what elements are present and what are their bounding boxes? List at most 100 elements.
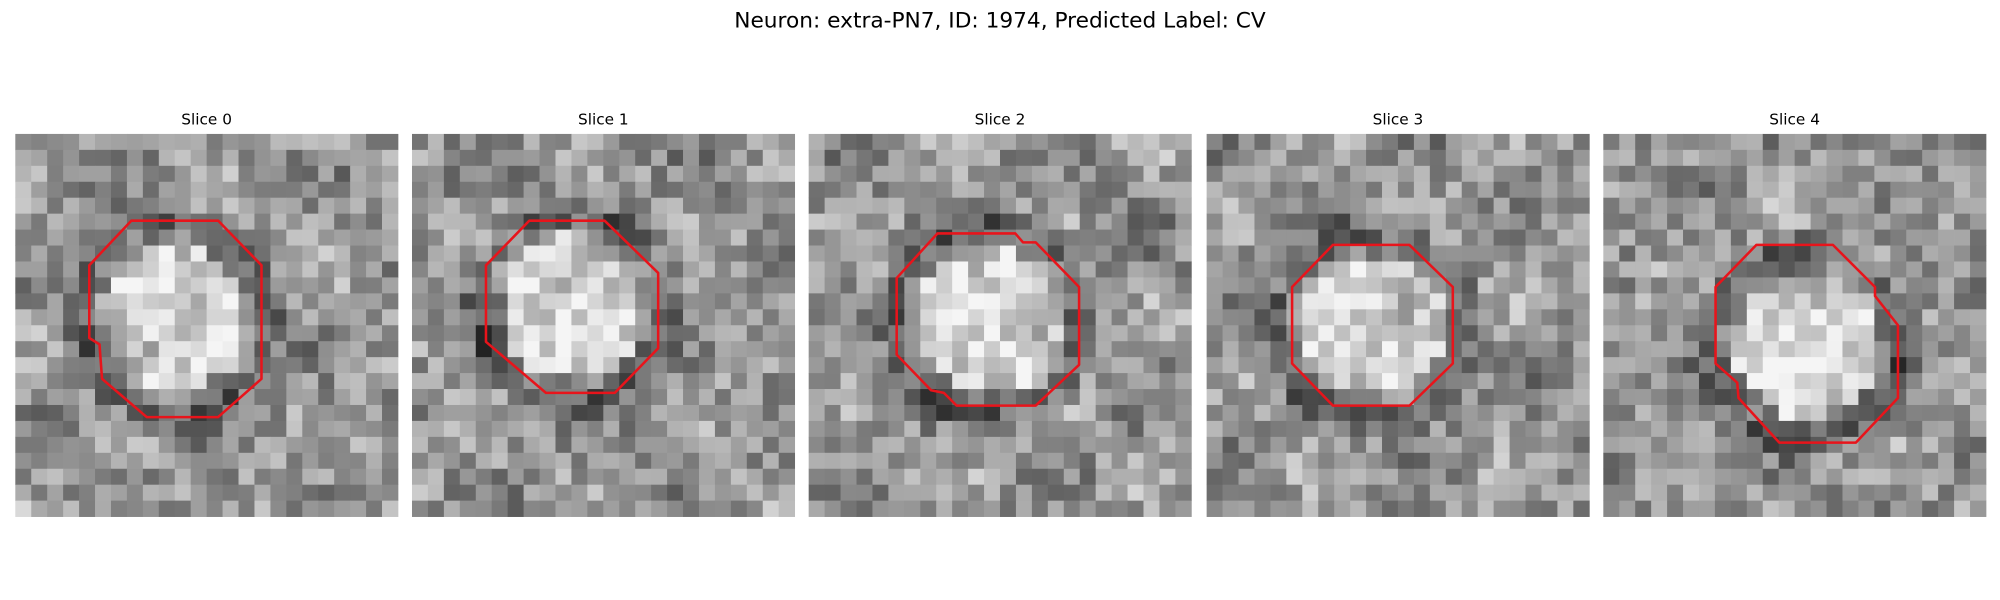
pixel xyxy=(1382,389,1399,406)
pixel xyxy=(683,436,700,454)
pixel xyxy=(571,357,588,374)
pixel xyxy=(350,181,367,199)
pixel xyxy=(15,245,32,262)
pixel xyxy=(683,229,700,246)
pixel xyxy=(1270,245,1287,262)
pixel xyxy=(1031,165,1049,183)
pixel xyxy=(286,357,303,374)
pixel xyxy=(1794,452,1811,470)
pixel xyxy=(1746,325,1764,342)
pixel xyxy=(1079,389,1097,406)
pixel xyxy=(1477,389,1495,406)
pixel xyxy=(888,436,905,454)
pixel xyxy=(459,293,477,310)
pixel xyxy=(1334,468,1351,486)
pixel xyxy=(411,245,429,262)
pixel xyxy=(1254,373,1271,390)
pixel xyxy=(1826,181,1843,199)
pixel xyxy=(1683,277,1700,294)
pixel xyxy=(443,293,461,310)
pixel xyxy=(1445,373,1463,390)
pixel xyxy=(1683,500,1700,517)
pixel xyxy=(286,436,303,454)
pixel xyxy=(1461,357,1479,374)
pixel xyxy=(1159,484,1176,502)
pixel xyxy=(350,500,367,517)
pixel xyxy=(1810,389,1827,406)
pixel xyxy=(571,293,588,310)
pixel xyxy=(1397,197,1415,215)
pixel xyxy=(856,436,873,454)
pixel xyxy=(174,245,192,262)
pixel xyxy=(1429,484,1447,502)
pixel xyxy=(507,484,524,502)
pixel xyxy=(555,389,572,406)
pixel xyxy=(888,373,905,390)
pixel xyxy=(63,484,80,502)
pixel xyxy=(382,468,399,486)
pixel xyxy=(1366,389,1383,406)
pixel xyxy=(95,197,112,215)
pixel xyxy=(1206,165,1223,183)
pixel xyxy=(238,468,255,486)
pixel xyxy=(603,341,620,358)
pixel xyxy=(762,165,780,183)
pixel xyxy=(1651,436,1668,454)
pixel xyxy=(778,293,796,310)
pixel xyxy=(1493,420,1510,438)
pixel xyxy=(1206,229,1223,246)
pixel xyxy=(334,165,351,183)
pixel xyxy=(714,484,732,502)
pixel xyxy=(619,165,636,183)
pixel xyxy=(619,325,636,342)
pixel xyxy=(1826,261,1843,278)
pixel xyxy=(1031,468,1049,486)
pixel xyxy=(1318,420,1335,438)
pixel xyxy=(1509,261,1526,278)
pixel xyxy=(1015,197,1033,215)
pixel xyxy=(840,165,857,183)
pixel xyxy=(270,373,287,390)
pixel xyxy=(746,357,764,374)
pixel xyxy=(1890,452,1907,470)
pixel xyxy=(1603,309,1620,326)
pixel xyxy=(1366,293,1383,310)
pixel xyxy=(1286,452,1303,470)
pixel xyxy=(1954,468,1971,486)
pixel xyxy=(63,165,80,183)
pixel xyxy=(1127,165,1144,183)
pixel xyxy=(1667,404,1684,422)
pixel xyxy=(95,420,112,438)
pixel xyxy=(952,261,969,278)
pixel xyxy=(1015,181,1033,199)
pixel xyxy=(1938,213,1955,230)
pixel xyxy=(1000,181,1017,199)
pixel xyxy=(1667,149,1684,167)
pixel xyxy=(539,389,556,406)
pixel xyxy=(1954,357,1971,374)
pixel xyxy=(952,181,969,199)
pixel xyxy=(1762,165,1780,183)
pixel xyxy=(47,197,64,215)
pixel xyxy=(47,420,64,438)
pixel xyxy=(318,436,335,454)
pixel xyxy=(222,149,239,167)
pixel xyxy=(1938,277,1955,294)
pixel xyxy=(1302,149,1319,167)
pixel xyxy=(1858,293,1875,310)
pixel xyxy=(1063,404,1081,422)
pixel xyxy=(1334,197,1351,215)
pixel xyxy=(762,484,780,502)
pixel xyxy=(936,452,953,470)
pixel xyxy=(698,500,716,517)
pixel xyxy=(1175,293,1192,310)
pixel xyxy=(1095,436,1112,454)
pixel xyxy=(1874,229,1891,246)
pixel xyxy=(1047,404,1065,422)
pixel xyxy=(1603,452,1620,470)
panels xyxy=(15,133,1987,517)
pixel xyxy=(968,436,985,454)
pixel xyxy=(1603,389,1620,406)
pixel xyxy=(1302,245,1319,262)
pixel xyxy=(746,436,764,454)
